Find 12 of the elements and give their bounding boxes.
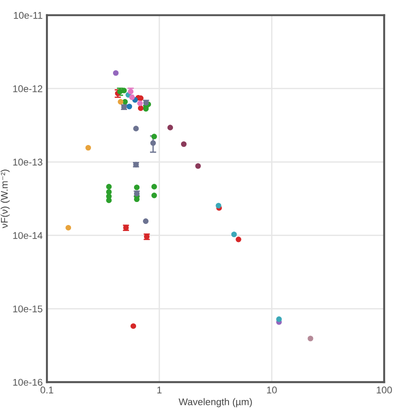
y-tick-label: 10e-14 (13, 232, 42, 239)
x-axis-title: Wavelength (µm) (178, 398, 252, 408)
x-tick-label: 0.1 (40, 386, 54, 394)
y-tick-label: 10e-15 (13, 305, 42, 312)
x-tick-label: 100 (376, 386, 392, 394)
y-tick-label: 10e-11 (14, 12, 42, 19)
y-tick-label: 10e-13 (13, 158, 42, 166)
x-tick-label: 10 (267, 386, 277, 394)
x-tick-label: 1 (157, 386, 162, 394)
y-tick-label: 10e-16 (13, 378, 42, 386)
y-axis-title: νF(ν) (W.m⁻²) (0, 170, 10, 228)
y-tick-label: 10e-12 (13, 85, 42, 92)
